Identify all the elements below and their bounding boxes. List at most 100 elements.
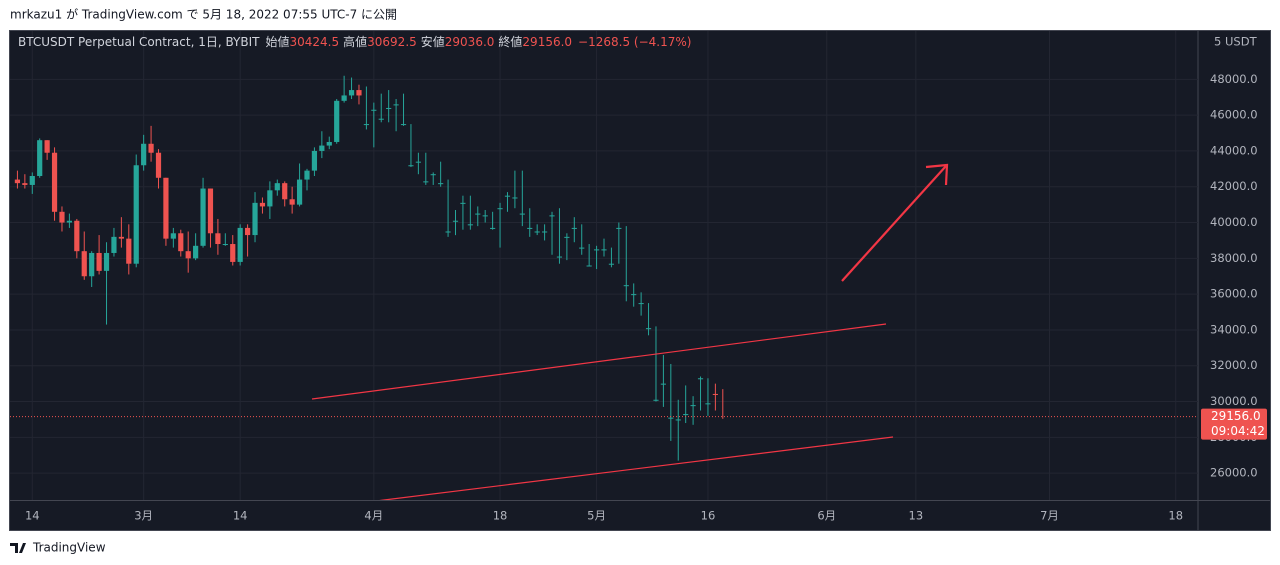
candle-body [296,179,303,205]
candle-body [445,231,451,233]
candle-body [170,233,176,239]
y-tick-label: 34000.0 [1210,322,1258,336]
candle-body [222,244,228,246]
legend-label: 始値 [265,34,289,49]
x-tick-label: 5月 [587,509,606,523]
candle-body [267,190,273,207]
drawings [311,163,949,500]
ohlc-legend: BTCUSDT Perpetual Contract, 1日, BYBIT 始値3… [18,34,691,49]
arrow-shaft [841,165,947,282]
candle-body [690,405,696,407]
candle-body [712,393,718,395]
candle-body [155,152,162,178]
candle-body [74,220,80,252]
y-tick-label: 48000.0 [1210,72,1258,86]
brand-logo [10,543,26,553]
candle-body [705,403,711,405]
candle-body [200,188,206,246]
candle-body [438,183,444,185]
candle-body [616,227,622,229]
x-tick-label: 4月 [364,509,383,523]
currency-box [1208,33,1266,51]
candle-body [393,104,399,106]
candle-body [660,383,666,385]
candle-body [348,90,355,96]
candle-body [378,118,384,120]
candle-body [400,124,407,126]
candle-body [103,252,110,271]
candle-body [542,231,548,233]
candle-body [118,236,124,239]
candle-body [341,95,347,101]
x-tick-label: 7月 [1040,509,1059,523]
candle-body [51,152,58,212]
candle-body [133,165,139,264]
candle-body [668,417,674,419]
x-tick-label: 14 [233,509,248,523]
candle-body [193,245,199,259]
candle-body [334,100,340,142]
x-tick-label: 16 [701,509,716,523]
y-tick-label: 32000.0 [1210,358,1258,372]
y-tick-label: 38000.0 [1210,251,1258,265]
x-tick-label: 18 [1168,509,1183,523]
candle-body [482,215,488,217]
currency: USDT [1225,35,1258,49]
candle-body [215,233,221,245]
candle-body [415,161,421,163]
arrow-head [925,163,949,186]
candle-body [371,109,377,111]
candle-body [89,252,95,277]
candle-body [497,208,503,210]
candle-body [430,174,436,176]
last-price-label: 29156.0 [1211,409,1261,423]
channel-lower [379,436,894,500]
candle-body [490,227,496,229]
legend-label: 安値 [421,34,445,49]
candle-body [653,399,659,401]
candle-body [304,170,310,180]
candle-body [475,213,481,215]
candle-body [363,124,369,126]
candle-body [96,252,102,271]
candle-body [467,224,473,226]
candle-body [289,199,295,205]
candle-body [252,202,258,236]
candle-body [586,265,592,267]
candle-body [571,227,577,229]
candle-body [452,220,459,222]
y-tick-label: 44000.0 [1210,143,1258,157]
legend-value: 29036.0 [445,35,495,49]
candle-body [259,202,266,207]
candle-body [141,143,147,166]
candle-body [527,227,533,229]
y-tick-label: 30000.0 [1210,394,1258,408]
candle-body [311,150,318,171]
candle-body [408,165,414,167]
candle-body [237,227,243,262]
candle-body [282,183,288,200]
legend-value: 30424.5 [290,35,340,49]
y-tick-label: 36000.0 [1210,287,1258,301]
candle-body [245,227,251,236]
candle-body [697,378,704,380]
candle-body [207,188,214,234]
candles [10,75,1198,461]
candle-body [675,419,681,421]
publish-info: mrkazu1 が TradingView.com で 5月 18, 2022 … [10,7,397,22]
brand: TradingView [32,541,106,555]
candle-body [460,202,466,204]
x-tick-label: 18 [493,509,508,523]
channel-upper [311,323,887,400]
candle-body [178,233,184,252]
candle-body [593,249,600,251]
last-price-box [1201,408,1267,440]
y-tick-label: 46000.0 [1210,108,1258,122]
candle-body [512,197,518,199]
candle-body [638,303,644,305]
y-tick-label: 42000.0 [1210,179,1258,193]
candle-body [504,195,511,197]
candle-body [645,328,652,330]
